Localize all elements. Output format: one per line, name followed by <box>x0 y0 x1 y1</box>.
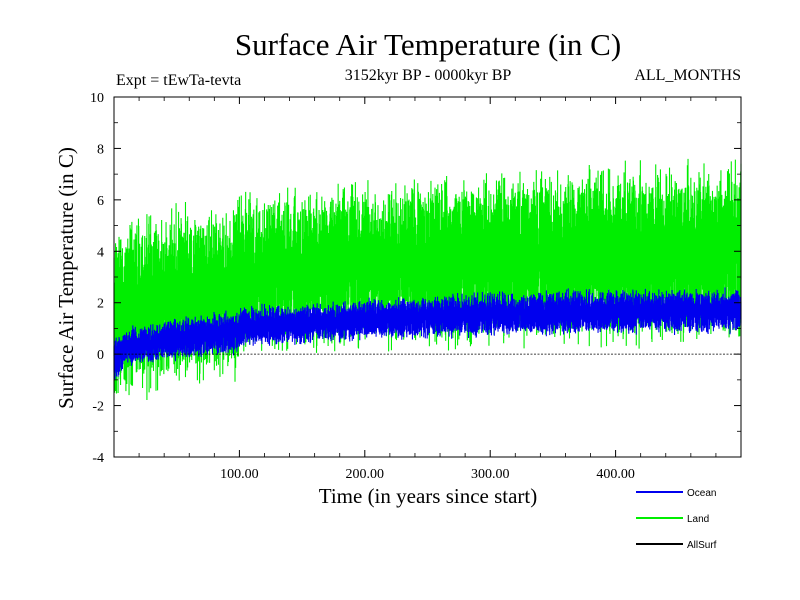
y-tick-label: -2 <box>92 400 104 415</box>
plot-area <box>113 158 742 400</box>
y-tick-label: 8 <box>97 142 104 157</box>
x-tick-label: 100.00 <box>220 467 259 482</box>
legend-label-ocean: Ocean <box>687 488 716 499</box>
chart-title: Surface Air Temperature (in C) <box>235 27 621 62</box>
axes: -4 -2 0 2 4 6 8 10 100.00 200.00 300.00 400.00 <box>90 91 742 482</box>
y-tick-label: 10 <box>90 91 104 106</box>
series-land-band <box>113 158 742 400</box>
months-label: ALL_MONTHS <box>634 67 741 84</box>
x-axis-label: Time (in years since start) <box>319 484 538 508</box>
legend: Ocean Land AllSurf <box>636 488 717 551</box>
x-tick-label: 300.00 <box>471 467 510 482</box>
x-tick-label: 400.00 <box>596 467 635 482</box>
y-tick-label: -4 <box>92 451 104 466</box>
x-tick-label: 200.00 <box>346 467 385 482</box>
experiment-label: Expt = tEwTa-tevta <box>116 72 241 89</box>
legend-label-allsurf: AllSurf <box>687 540 717 551</box>
y-tick-label: 6 <box>97 194 104 209</box>
time-range-label: 3152kyr BP - 0000kyr BP <box>345 67 512 84</box>
legend-label-land: Land <box>687 514 709 525</box>
y-tick-label: 4 <box>97 245 104 260</box>
y-axis-label: Surface Air Temperature (in C) <box>54 147 78 409</box>
y-tick-label: 2 <box>97 297 104 312</box>
y-tick-label: 0 <box>97 348 104 363</box>
